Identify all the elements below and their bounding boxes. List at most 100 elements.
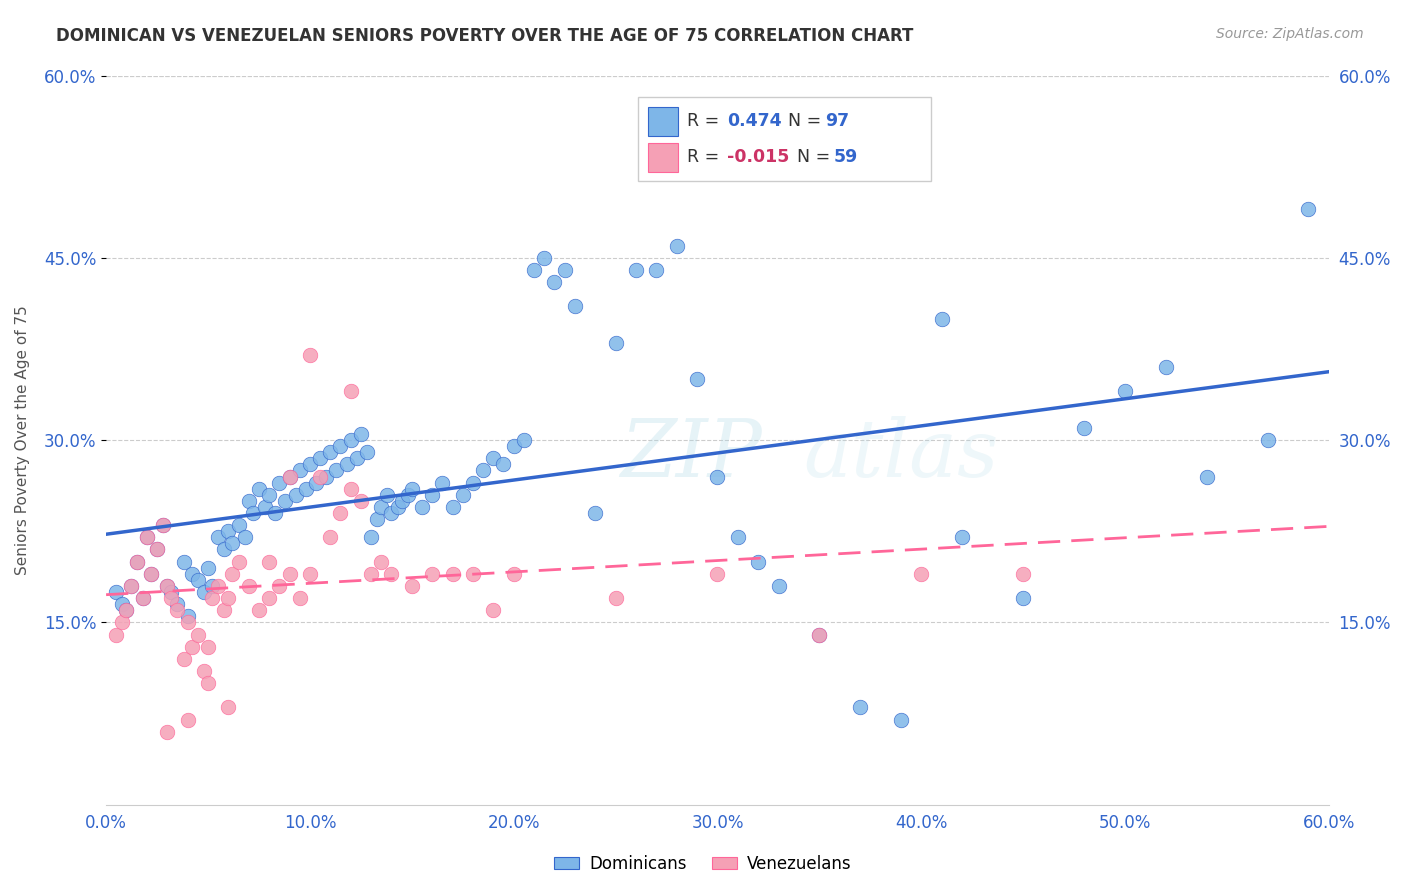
Text: R =: R = bbox=[688, 112, 724, 129]
Point bbox=[315, 469, 337, 483]
Text: 59: 59 bbox=[834, 148, 858, 166]
Point bbox=[201, 579, 224, 593]
Point bbox=[125, 555, 148, 569]
Point bbox=[132, 591, 155, 605]
Text: N =: N = bbox=[789, 112, 827, 129]
Point bbox=[254, 500, 277, 514]
Point bbox=[257, 591, 280, 605]
Point bbox=[387, 500, 409, 514]
Point bbox=[176, 609, 198, 624]
Point bbox=[284, 488, 307, 502]
Point bbox=[472, 463, 495, 477]
Point bbox=[156, 579, 179, 593]
Point bbox=[193, 664, 215, 678]
Point bbox=[808, 627, 831, 641]
Point bbox=[217, 591, 239, 605]
Point bbox=[214, 542, 236, 557]
Point bbox=[176, 615, 198, 630]
Point bbox=[309, 469, 332, 483]
Point bbox=[288, 463, 311, 477]
Point bbox=[665, 238, 688, 252]
Text: 97: 97 bbox=[825, 112, 849, 129]
Point bbox=[217, 700, 239, 714]
Point bbox=[605, 591, 627, 605]
Point bbox=[370, 500, 392, 514]
Point bbox=[396, 488, 419, 502]
Point bbox=[1073, 421, 1095, 435]
Point bbox=[420, 566, 443, 581]
Point bbox=[111, 615, 134, 630]
Text: 0.474: 0.474 bbox=[727, 112, 782, 129]
Point bbox=[1012, 591, 1035, 605]
Point bbox=[890, 713, 912, 727]
Point bbox=[156, 724, 179, 739]
Point bbox=[180, 566, 202, 581]
Point bbox=[298, 348, 321, 362]
Point bbox=[380, 566, 402, 581]
Point bbox=[257, 488, 280, 502]
Point bbox=[173, 652, 195, 666]
Point bbox=[329, 439, 352, 453]
Point bbox=[441, 566, 464, 581]
Point bbox=[180, 640, 202, 654]
Point bbox=[160, 585, 183, 599]
Point bbox=[247, 482, 270, 496]
Point bbox=[339, 482, 361, 496]
Point bbox=[214, 603, 236, 617]
Point bbox=[564, 300, 586, 314]
Point bbox=[257, 555, 280, 569]
Point bbox=[146, 542, 169, 557]
Point bbox=[193, 585, 215, 599]
Point bbox=[152, 518, 174, 533]
Point bbox=[247, 603, 270, 617]
Point bbox=[221, 566, 243, 581]
Point bbox=[1114, 384, 1136, 399]
Point bbox=[1257, 433, 1279, 447]
FancyBboxPatch shape bbox=[648, 107, 678, 136]
Point bbox=[173, 555, 195, 569]
Point bbox=[325, 463, 347, 477]
Point bbox=[187, 573, 209, 587]
Point bbox=[197, 676, 219, 690]
Point bbox=[686, 372, 709, 386]
Point bbox=[176, 713, 198, 727]
Point bbox=[207, 530, 229, 544]
Point bbox=[242, 506, 264, 520]
Point bbox=[152, 518, 174, 533]
Point bbox=[461, 566, 484, 581]
Legend: Dominicans, Venezuelans: Dominicans, Venezuelans bbox=[548, 848, 858, 880]
Point bbox=[160, 591, 183, 605]
Point bbox=[482, 603, 505, 617]
Point bbox=[298, 458, 321, 472]
Point bbox=[201, 591, 224, 605]
Point bbox=[233, 530, 256, 544]
Point bbox=[624, 263, 647, 277]
Point bbox=[146, 542, 169, 557]
Point bbox=[269, 579, 291, 593]
Point bbox=[950, 530, 973, 544]
Point bbox=[139, 566, 162, 581]
Point bbox=[727, 530, 749, 544]
Point bbox=[228, 518, 250, 533]
Point bbox=[706, 566, 728, 581]
Point bbox=[1195, 469, 1218, 483]
Point bbox=[335, 458, 357, 472]
Text: DOMINICAN VS VENEZUELAN SENIORS POVERTY OVER THE AGE OF 75 CORRELATION CHART: DOMINICAN VS VENEZUELAN SENIORS POVERTY … bbox=[56, 27, 914, 45]
Point bbox=[849, 700, 872, 714]
Point bbox=[441, 500, 464, 514]
Point bbox=[125, 555, 148, 569]
Point bbox=[309, 451, 332, 466]
Point bbox=[288, 591, 311, 605]
Point bbox=[370, 555, 392, 569]
Point bbox=[451, 488, 474, 502]
Point bbox=[346, 451, 368, 466]
Point bbox=[706, 469, 728, 483]
Point bbox=[295, 482, 318, 496]
Text: ZIP: ZIP bbox=[620, 416, 762, 493]
Point bbox=[1298, 202, 1320, 217]
Point bbox=[166, 603, 188, 617]
Point bbox=[350, 494, 373, 508]
Point bbox=[554, 263, 576, 277]
Text: N =: N = bbox=[797, 148, 835, 166]
Point bbox=[356, 445, 378, 459]
